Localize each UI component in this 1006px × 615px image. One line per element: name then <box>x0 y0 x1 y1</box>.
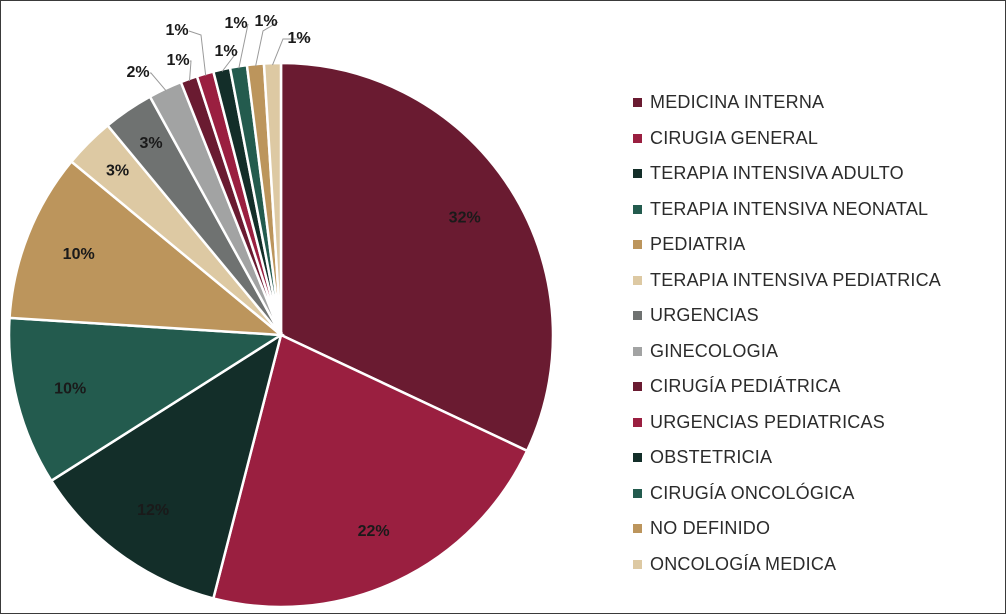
legend-swatch <box>633 453 642 463</box>
legend-item-pediatria: PEDIATRIA <box>633 227 941 263</box>
pct-label-urgencias-pediatricas: 1% <box>165 22 188 39</box>
legend: MEDICINA INTERNA CIRUGIA GENERAL TERAPIA… <box>633 85 941 582</box>
legend-label: CIRUGÍA ONCOLÓGICA <box>650 482 855 503</box>
legend-label: GINECOLOGIA <box>650 340 779 361</box>
pct-label-obstetricia: 1% <box>214 43 237 60</box>
leader-line-cirugia-oncologica <box>238 23 249 69</box>
legend-item-ginecologia: GINECOLOGIA <box>633 334 941 370</box>
pct-label-pediatria: 10% <box>63 246 95 263</box>
legend-item-urgencias-pediatricas: URGENCIAS PEDIATRICAS <box>633 405 941 441</box>
pct-label-terapia-intensiva-pediatrica: 3% <box>106 163 129 180</box>
legend-label: URGENCIAS <box>650 305 759 326</box>
pie-slice-terapia-intensiva-adulto <box>49 332 283 600</box>
legend-swatch <box>633 275 642 285</box>
legend-item-medicina-interna: MEDICINA INTERNA <box>633 85 941 121</box>
legend-swatch <box>633 133 642 143</box>
legend-swatch <box>633 559 642 569</box>
legend-label: ONCOLOGÍA MEDICA <box>650 553 837 574</box>
pie-slice-terapia-intensiva-neonatal <box>7 316 285 483</box>
legend-swatch <box>633 311 642 321</box>
legend-swatch <box>633 488 642 498</box>
pct-label-cirugia-general: 22% <box>358 523 390 540</box>
legend-swatch <box>633 240 642 250</box>
legend-label: PEDIATRIA <box>650 234 746 255</box>
legend-item-oncologia-medica: ONCOLOGÍA MEDICA <box>633 547 941 583</box>
legend-label: URGENCIAS PEDIATRICAS <box>650 411 885 432</box>
pie-slice-medicina-interna <box>279 61 555 453</box>
pie-slice-oncologia-medica <box>262 61 283 336</box>
legend-label: OBSTETRICIA <box>650 447 773 468</box>
pct-label-no-definido: 1% <box>254 13 277 30</box>
legend-swatch <box>633 417 642 427</box>
legend-swatch <box>633 524 642 534</box>
legend-item-terapia-intensiva-neonatal: TERAPIA INTENSIVA NEONATAL <box>633 192 941 228</box>
legend-label: CIRUGÍA PEDIÁTRICA <box>650 376 841 397</box>
leader-line-ginecologia <box>150 72 167 92</box>
pct-label-medicina-interna: 32% <box>449 210 481 227</box>
leader-line-urgencias-pediatricas <box>188 30 207 76</box>
leader-line-cirugia-pediatrica <box>189 60 192 82</box>
pct-label-terapia-intensiva-neonatal: 10% <box>54 380 86 397</box>
legend-label: TERAPIA INTENSIVA ADULTO <box>650 163 904 184</box>
legend-swatch <box>633 98 642 108</box>
legend-label: MEDICINA INTERNA <box>650 92 825 113</box>
legend-item-obstetricia: OBSTETRICIA <box>633 440 941 476</box>
legend-item-terapia-intensiva-pediatrica: TERAPIA INTENSIVA PEDIATRICA <box>633 263 941 299</box>
leader-line-no-definido <box>255 21 279 67</box>
pct-label-ginecologia: 2% <box>126 64 149 81</box>
legend-item-cirugia-general: CIRUGIA GENERAL <box>633 121 941 157</box>
legend-item-urgencias: URGENCIAS <box>633 298 941 334</box>
legend-label: CIRUGIA GENERAL <box>650 127 819 148</box>
legend-swatch <box>633 382 642 392</box>
leader-line-obstetricia <box>221 51 238 72</box>
pct-label-oncologia-medica: 1% <box>287 30 310 47</box>
pie-slice-pediatria <box>8 159 285 337</box>
leader-line-oncologia-medica <box>272 38 311 66</box>
pct-label-urgencias: 3% <box>139 135 162 152</box>
legend-label: NO DEFINIDO <box>650 518 771 539</box>
legend-swatch <box>633 204 642 214</box>
pct-label-cirugia-oncologica: 1% <box>224 15 247 32</box>
legend-item-terapia-intensiva-adulto: TERAPIA INTENSIVA ADULTO <box>633 156 941 192</box>
legend-item-cirugia-pediatrica: CIRUGÍA PEDIÁTRICA <box>633 369 941 405</box>
legend-swatch <box>633 169 642 179</box>
pct-label-terapia-intensiva-adulto: 12% <box>137 502 169 519</box>
pct-label-cirugia-pediatrica: 1% <box>166 52 189 69</box>
legend-item-cirugia-oncologica: CIRUGÍA ONCOLÓGICA <box>633 476 941 512</box>
legend-swatch <box>633 346 642 356</box>
pie-slice-cirugia-general <box>211 333 529 609</box>
legend-label: TERAPIA INTENSIVA NEONATAL <box>650 198 929 219</box>
legend-item-no-definido: NO DEFINIDO <box>633 511 941 547</box>
legend-label: TERAPIA INTENSIVA PEDIATRICA <box>650 269 941 290</box>
